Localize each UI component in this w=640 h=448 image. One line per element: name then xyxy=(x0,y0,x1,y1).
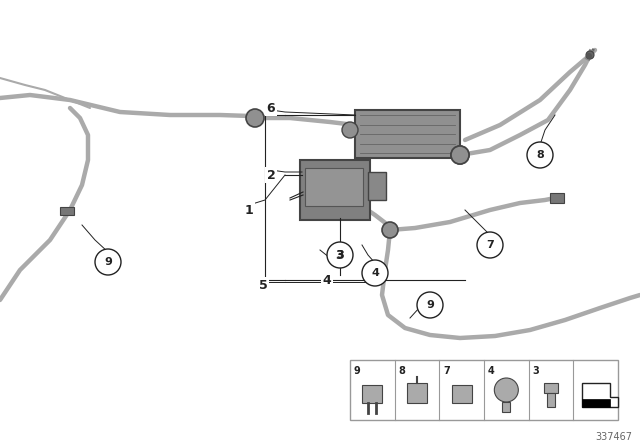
Text: 9: 9 xyxy=(354,366,361,376)
Circle shape xyxy=(417,292,443,318)
Text: 5: 5 xyxy=(259,279,268,292)
Circle shape xyxy=(382,222,398,238)
Text: 337467: 337467 xyxy=(595,432,632,442)
Circle shape xyxy=(477,232,503,258)
Circle shape xyxy=(362,260,388,286)
Circle shape xyxy=(586,51,594,59)
Text: 4: 4 xyxy=(323,273,332,287)
Circle shape xyxy=(494,378,518,402)
Circle shape xyxy=(451,146,469,164)
FancyBboxPatch shape xyxy=(550,193,564,203)
Bar xyxy=(350,360,618,420)
FancyBboxPatch shape xyxy=(452,385,472,403)
Text: 3: 3 xyxy=(336,250,344,260)
Text: 3: 3 xyxy=(532,366,540,376)
FancyBboxPatch shape xyxy=(300,160,370,220)
Text: 1: 1 xyxy=(244,203,253,216)
FancyBboxPatch shape xyxy=(362,385,382,403)
FancyBboxPatch shape xyxy=(305,168,363,206)
Text: 7: 7 xyxy=(486,240,494,250)
Text: 3: 3 xyxy=(336,249,344,262)
FancyBboxPatch shape xyxy=(544,383,558,393)
Text: 8: 8 xyxy=(536,150,544,160)
FancyBboxPatch shape xyxy=(502,402,510,412)
Text: 2: 2 xyxy=(267,168,275,181)
FancyBboxPatch shape xyxy=(355,110,460,158)
Text: 7: 7 xyxy=(444,366,450,376)
Circle shape xyxy=(342,122,358,138)
FancyBboxPatch shape xyxy=(407,383,427,403)
FancyBboxPatch shape xyxy=(547,393,555,407)
Text: 8: 8 xyxy=(399,366,406,376)
FancyBboxPatch shape xyxy=(60,207,74,215)
Circle shape xyxy=(327,242,353,268)
Text: 6: 6 xyxy=(267,102,275,115)
Circle shape xyxy=(246,109,264,127)
Circle shape xyxy=(527,142,553,168)
Text: 4: 4 xyxy=(371,268,379,278)
Text: 9: 9 xyxy=(426,300,434,310)
FancyBboxPatch shape xyxy=(368,172,386,200)
Circle shape xyxy=(586,53,592,59)
Text: 4: 4 xyxy=(488,366,495,376)
Text: 9: 9 xyxy=(104,257,112,267)
Polygon shape xyxy=(582,399,610,407)
Circle shape xyxy=(451,146,469,164)
Polygon shape xyxy=(582,383,618,407)
Circle shape xyxy=(95,249,121,275)
